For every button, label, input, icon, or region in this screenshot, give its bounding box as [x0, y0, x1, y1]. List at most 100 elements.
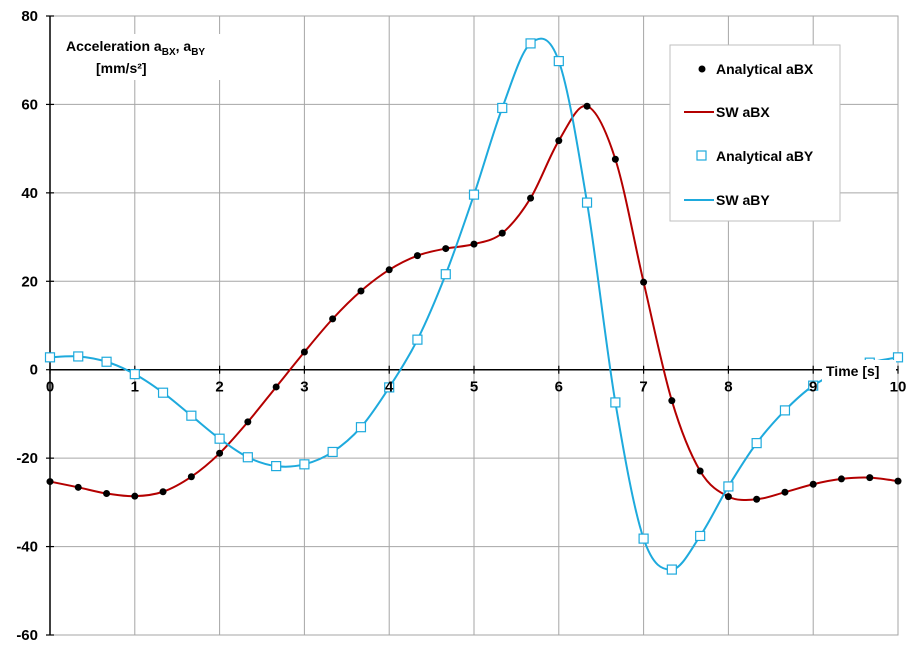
marker-analytical-aby	[751, 438, 762, 449]
x-tick-label: 6	[555, 379, 563, 396]
marker-analytical-abx	[103, 490, 111, 498]
marker-analytical-abx	[640, 278, 648, 286]
marker-analytical-abx	[837, 475, 845, 483]
marker-analytical-aby	[892, 352, 904, 363]
tick-labels: 0 1 2 3 4 5 6 7 8 9 10 -60 -40 -20 0 20 40 60 80	[16, 8, 906, 644]
marker-analytical-aby	[723, 481, 734, 492]
marker-analytical-aby	[525, 38, 536, 49]
marker-analytical-aby	[327, 446, 338, 458]
marker-analytical-abx	[498, 229, 506, 237]
marker-analytical-aby	[412, 334, 423, 345]
x-axis-title: Time [s]	[822, 360, 896, 382]
y-tick-label: -60	[16, 627, 38, 644]
marker-analytical-aby	[44, 352, 56, 363]
y-tick-label: 20	[21, 273, 38, 290]
marker-analytical-abx	[753, 495, 761, 503]
y-axis-title-main: Acceleration a	[66, 38, 162, 54]
marker-analytical-aby	[779, 405, 791, 416]
marker-analytical-abx	[781, 488, 789, 496]
y-tick-label: 0	[30, 362, 38, 379]
marker-analytical-abx	[46, 478, 54, 486]
x-tick-label: 10	[890, 379, 907, 396]
marker-analytical-abx	[527, 194, 535, 202]
marker-analytical-abx	[611, 155, 619, 163]
marker-analytical-abx	[668, 397, 676, 405]
legend-label: SW aBX	[716, 104, 770, 120]
marker-analytical-aby	[157, 387, 169, 398]
marker-analytical-abx	[385, 266, 393, 274]
x-tick-label: 8	[724, 379, 732, 396]
x-tick-label: 7	[639, 379, 647, 396]
marker-analytical-aby	[271, 461, 282, 472]
x-tick-label: 2	[215, 379, 223, 396]
legend-label: Analytical aBX	[716, 61, 814, 77]
marker-analytical-aby	[695, 530, 706, 542]
y-tick-label: -20	[16, 450, 38, 467]
y-axis-title-sep: , a	[176, 38, 192, 54]
legend-label: SW aBY	[716, 192, 770, 208]
y-tick-label: -40	[16, 539, 38, 556]
marker-analytical-abx	[442, 245, 450, 253]
legend-box	[669, 44, 841, 222]
y-axis-title-line1: Acceleration aBX, aBY	[66, 38, 205, 58]
marker-analytical-aby	[440, 269, 451, 280]
x-tick-label: 4	[385, 379, 394, 396]
x-tick-label: 5	[470, 379, 478, 396]
marker-analytical-aby	[73, 351, 84, 362]
marker-analytical-aby	[129, 369, 140, 380]
line-sw-aby	[49, 37, 899, 571]
marker-analytical-abx	[470, 240, 478, 248]
marker-analytical-abx	[357, 287, 365, 295]
marker-analytical-abx	[131, 492, 139, 500]
y-axis-title: Acceleration aBX, aBY [mm/s²]	[62, 34, 228, 80]
legend: Analytical aBX SW aBX Analytical aBY SW …	[669, 44, 841, 222]
x-axis-title-text: Time [s]	[826, 363, 879, 379]
marker-analytical-aby	[186, 410, 197, 421]
marker-analytical-abx	[159, 488, 167, 496]
y-axis-title-sub2: BY	[191, 47, 205, 58]
marker-analytical-aby	[666, 564, 677, 575]
marker-analytical-abx	[329, 315, 337, 323]
marker-analytical-aby	[610, 397, 621, 408]
x-axis-title-background	[822, 360, 896, 382]
y-axis-title-sub1: BX	[162, 47, 176, 58]
marker-analytical-aby	[808, 380, 819, 391]
series-layer	[44, 37, 904, 575]
legend-label: Analytical aBY	[716, 148, 814, 164]
marker-analytical-abx	[216, 449, 224, 457]
marker-analytical-aby	[553, 55, 564, 67]
axes	[46, 15, 899, 636]
marker-analytical-abx	[187, 473, 195, 481]
y-tick-label: 40	[21, 185, 38, 202]
y-axis-title-line2: [mm/s²]	[96, 60, 147, 76]
legend-item-sw-aby: SW aBY	[684, 192, 770, 208]
marker-analytical-abx	[696, 467, 704, 475]
y-axis-title-background	[62, 34, 228, 80]
marker-analytical-aby	[242, 452, 253, 463]
marker-analytical-abx	[894, 477, 902, 485]
marker-analytical-aby	[468, 189, 480, 200]
marker-analytical-aby	[497, 102, 508, 114]
marker-analytical-aby	[581, 197, 593, 208]
legend-item-analytical-aby: Analytical aBY	[696, 148, 814, 164]
x-tick-label: 1	[131, 379, 139, 396]
marker-analytical-aby	[384, 382, 395, 393]
marker-analytical-abx	[583, 102, 591, 110]
legend-marker-filled-circle	[698, 65, 706, 73]
marker-analytical-aby	[101, 356, 112, 367]
marker-analytical-abx	[272, 383, 280, 391]
marker-analytical-abx	[300, 348, 308, 356]
marker-analytical-aby	[638, 533, 649, 544]
marker-analytical-abx	[866, 474, 874, 482]
legend-item-sw-abx: SW aBX	[684, 104, 770, 120]
marker-analytical-aby	[355, 422, 367, 433]
grid	[49, 15, 899, 636]
x-tick-label: 0	[46, 379, 54, 396]
marker-analytical-abx	[413, 252, 421, 260]
x-tick-label: 3	[300, 379, 308, 396]
marker-analytical-abx	[74, 483, 82, 491]
y-tick-label: 60	[21, 96, 38, 113]
marker-analytical-abx	[244, 418, 252, 426]
legend-marker-open-square	[696, 150, 707, 161]
